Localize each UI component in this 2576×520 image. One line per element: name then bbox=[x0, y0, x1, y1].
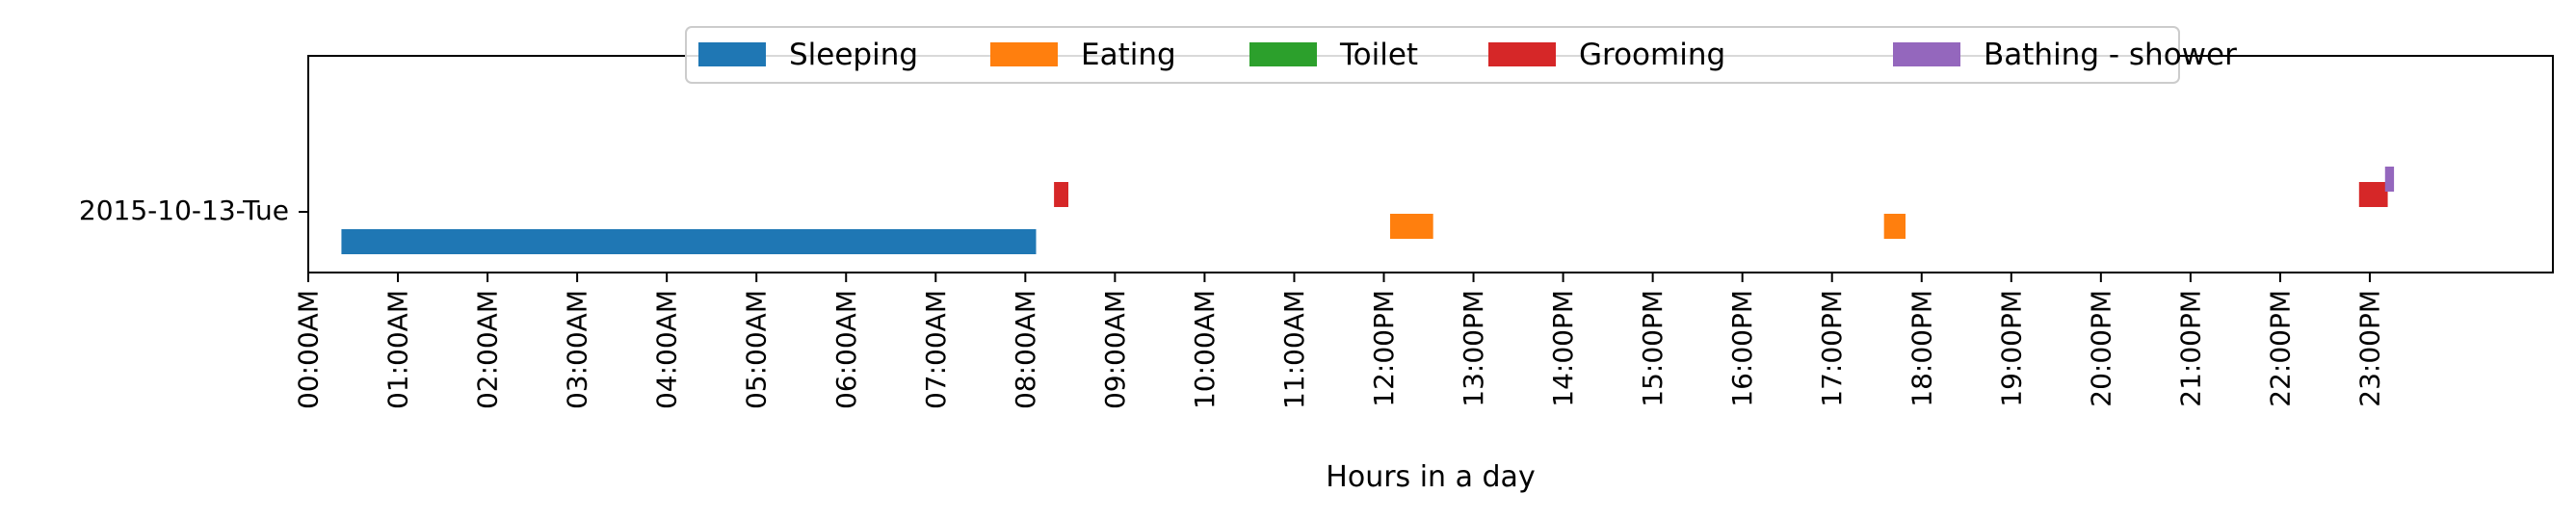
bar-grooming-2 bbox=[2358, 182, 2388, 207]
y-tick-label: 2015-10-13-Tue bbox=[79, 195, 289, 226]
x-tick-label: 17:00PM bbox=[1816, 290, 1848, 407]
x-tick-label: 22:00PM bbox=[2264, 290, 2296, 407]
bar-grooming-1 bbox=[1054, 182, 1068, 207]
y-axis: 2015-10-13-Tue bbox=[79, 195, 308, 226]
legend-box bbox=[685, 26, 2180, 84]
legend-swatch-bathing-shower bbox=[1893, 42, 1960, 66]
x-tick-label: 03:00AM bbox=[562, 290, 593, 409]
x-tick-label: 09:00AM bbox=[1099, 290, 1131, 409]
legend-label-sleeping: Sleeping bbox=[789, 38, 918, 72]
x-tick-label: 13:00PM bbox=[1458, 290, 1489, 407]
x-tick-label: 06:00AM bbox=[830, 290, 862, 409]
legend-label-toilet: Toilet bbox=[1339, 38, 1418, 72]
x-tick-label: 05:00AM bbox=[741, 290, 773, 409]
x-tick-label: 23:00PM bbox=[2353, 290, 2385, 407]
x-tick-label: 21:00PM bbox=[2174, 290, 2206, 407]
legend-swatch-grooming bbox=[1488, 42, 1556, 66]
x-tick-label: 01:00AM bbox=[382, 290, 414, 409]
x-tick-label: 16:00PM bbox=[1726, 290, 1758, 407]
x-tick-label: 08:00AM bbox=[1010, 290, 1041, 409]
legend-swatch-toilet bbox=[1249, 42, 1317, 66]
legend-label-bathing-shower: Bathing - shower bbox=[1984, 38, 2237, 72]
x-tick-label: 15:00PM bbox=[1637, 290, 1669, 407]
legend-label-grooming: Grooming bbox=[1579, 38, 1725, 72]
bar-bathing-shower-1 bbox=[2384, 167, 2395, 192]
bar-sleeping-1 bbox=[341, 229, 1037, 254]
x-tick-label: 10:00AM bbox=[1189, 290, 1221, 409]
x-tick-label: 14:00PM bbox=[1547, 290, 1579, 407]
legend: Sleeping Eating Toilet Grooming Bathing - sh… bbox=[685, 26, 2237, 84]
legend-swatch-sleeping bbox=[698, 42, 766, 66]
x-tick-label: 11:00AM bbox=[1278, 290, 1310, 409]
bar-eating-2 bbox=[1883, 214, 1906, 239]
legend-label-eating: Eating bbox=[1081, 38, 1176, 72]
x-tick-label: 12:00PM bbox=[1368, 290, 1400, 407]
x-tick-label: 18:00PM bbox=[1906, 290, 1937, 407]
bars-layer bbox=[341, 167, 2395, 254]
x-tick-label: 19:00PM bbox=[1995, 290, 2027, 407]
x-tick-label: 02:00AM bbox=[472, 290, 504, 409]
bar-eating-1 bbox=[1390, 214, 1433, 239]
x-axis: 00:00AM 01:00AM 02:00AM 03:00AM 04:00AM 05:00… bbox=[293, 273, 2385, 409]
x-tick-label: 07:00AM bbox=[920, 290, 952, 409]
x-tick-label: 00:00AM bbox=[293, 290, 325, 409]
x-tick-label: 20:00PM bbox=[2085, 290, 2116, 407]
x-tick-label: 04:00AM bbox=[651, 290, 683, 409]
legend-swatch-eating bbox=[990, 42, 1058, 66]
x-axis-title: Hours in a day bbox=[1326, 460, 1535, 494]
